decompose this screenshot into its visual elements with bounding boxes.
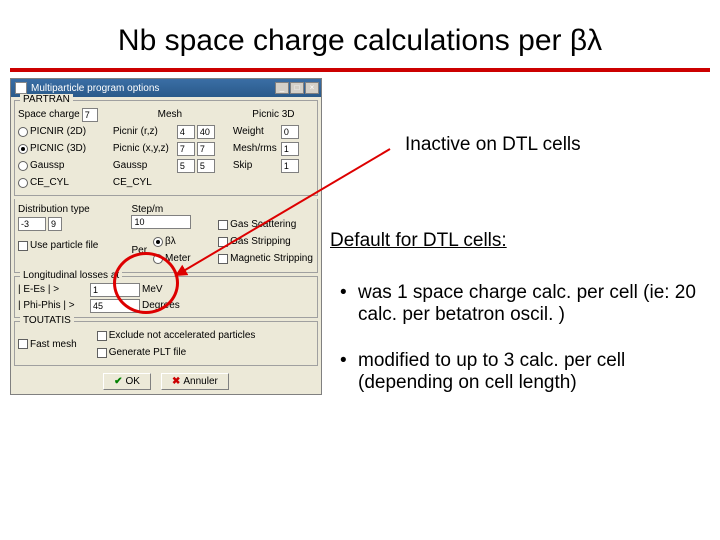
partran-group: PARTRAN Space charge 7 PICNIR (2D) PICNI… xyxy=(14,100,318,196)
step-label: Step/m xyxy=(131,204,210,215)
minimize-icon[interactable]: _ xyxy=(275,82,289,94)
dist-label: Distribution type xyxy=(18,204,123,215)
lbl-picnic3d: PICNIC (3D) xyxy=(30,143,86,154)
generate-check[interactable] xyxy=(97,348,107,358)
p3-skip-v[interactable]: 1 xyxy=(281,159,299,173)
cancel-button[interactable]: ✖Annuler xyxy=(161,373,229,390)
lbl-gaussp: Gaussp xyxy=(30,160,64,171)
p3-weight-v[interactable]: 0 xyxy=(281,125,299,139)
mesh-picnir-a[interactable]: 4 xyxy=(177,125,195,139)
long-e-l: | E-Es | > xyxy=(18,284,88,295)
mesh-picnir-l: Picnir (r,z) xyxy=(113,126,175,137)
radio-bl[interactable] xyxy=(153,237,163,247)
mesh-gaussp-l: Gaussp xyxy=(113,160,175,171)
step-input[interactable]: 10 xyxy=(131,215,191,229)
mag-strip-check[interactable] xyxy=(218,254,228,264)
dist-sub-input[interactable]: 9 xyxy=(48,217,62,231)
radio-cecyl[interactable] xyxy=(18,178,28,188)
inactive-annotation: Inactive on DTL cells xyxy=(405,134,581,156)
radio-picnir2d[interactable] xyxy=(18,127,28,137)
ok-button[interactable]: ✔ OK xyxy=(103,373,151,390)
p3-meshrms-v[interactable]: 1 xyxy=(281,142,299,156)
close-icon[interactable]: × xyxy=(305,82,319,94)
toutatis-group: TOUTATIS Fast mesh Exclude not accelerat… xyxy=(14,321,318,366)
exclude-check[interactable] xyxy=(97,331,107,341)
mesh-picnic-b[interactable]: 7 xyxy=(197,142,215,156)
mag-strip-label: Magnetic Stripping xyxy=(230,253,313,264)
bullet-1: was 1 space charge calc. per cell (ie: 2… xyxy=(340,282,700,326)
p3-skip-l: Skip xyxy=(233,160,279,171)
maximize-icon[interactable]: □ xyxy=(290,82,304,94)
gas-strip-label: Gas Stripping xyxy=(230,236,291,247)
highlight-circle xyxy=(113,252,179,314)
gas-scatter-check[interactable] xyxy=(218,220,228,230)
mesh-gaussp-a[interactable]: 5 xyxy=(177,159,195,173)
options-dialog: Multiparticle program options _ □ × PART… xyxy=(10,78,322,395)
generate-label: Generate PLT file xyxy=(109,347,186,358)
long-phi-l: | Phi-Phis | > xyxy=(18,300,88,311)
bullet-2: modified to up to 3 calc. per cell (depe… xyxy=(340,350,700,394)
mesh-picnir-b[interactable]: 40 xyxy=(197,125,215,139)
partran-label: PARTRAN xyxy=(20,94,73,105)
lbl-picnir2d: PICNIR (2D) xyxy=(30,126,86,137)
p3-weight-l: Weight xyxy=(233,126,279,137)
picnic3d-label: Picnic 3D xyxy=(252,109,294,120)
fastmesh-label: Fast mesh xyxy=(30,339,77,350)
mesh-picnic-a[interactable]: 7 xyxy=(177,142,195,156)
app-icon xyxy=(15,82,27,94)
mesh-label: Mesh xyxy=(158,109,182,120)
spacecharge-label: Space charge xyxy=(18,109,80,120)
ok-label: OK xyxy=(126,376,140,387)
p3-meshrms-l: Mesh/rms xyxy=(233,143,279,154)
default-heading: Default for DTL cells: xyxy=(330,230,507,252)
lbl-cecyl: CE_CYL xyxy=(30,177,69,188)
dist-input[interactable]: -3 xyxy=(18,217,46,231)
gas-strip-check[interactable] xyxy=(218,237,228,247)
use-file-label: Use particle file xyxy=(30,240,98,251)
lbl-bl: βλ xyxy=(165,236,176,247)
radio-gaussp[interactable] xyxy=(18,161,28,171)
slide-title: Nb space charge calculations per βλ xyxy=(0,0,720,68)
use-file-check[interactable] xyxy=(18,241,28,251)
fastmesh-check[interactable] xyxy=(18,339,28,349)
exclude-label: Exclude not accelerated particles xyxy=(109,330,256,341)
x-icon: ✖ xyxy=(172,376,180,387)
gas-scatter-label: Gas Scattering xyxy=(230,219,296,230)
radio-picnic3d[interactable] xyxy=(18,144,28,154)
toutatis-label: TOUTATIS xyxy=(20,315,74,326)
check-icon: ✔ xyxy=(114,376,122,387)
spacecharge-input[interactable]: 7 xyxy=(82,108,98,122)
mesh-picnic-l: Picnic (x,y,z) xyxy=(113,143,175,154)
long-label: Longitudinal losses at xyxy=(20,270,122,281)
window-title: Multiparticle program options xyxy=(31,83,159,94)
mesh-gaussp-b[interactable]: 5 xyxy=(197,159,215,173)
mesh-cecyl-l: CE_CYL xyxy=(113,177,175,188)
cancel-label: Annuler xyxy=(183,376,217,387)
